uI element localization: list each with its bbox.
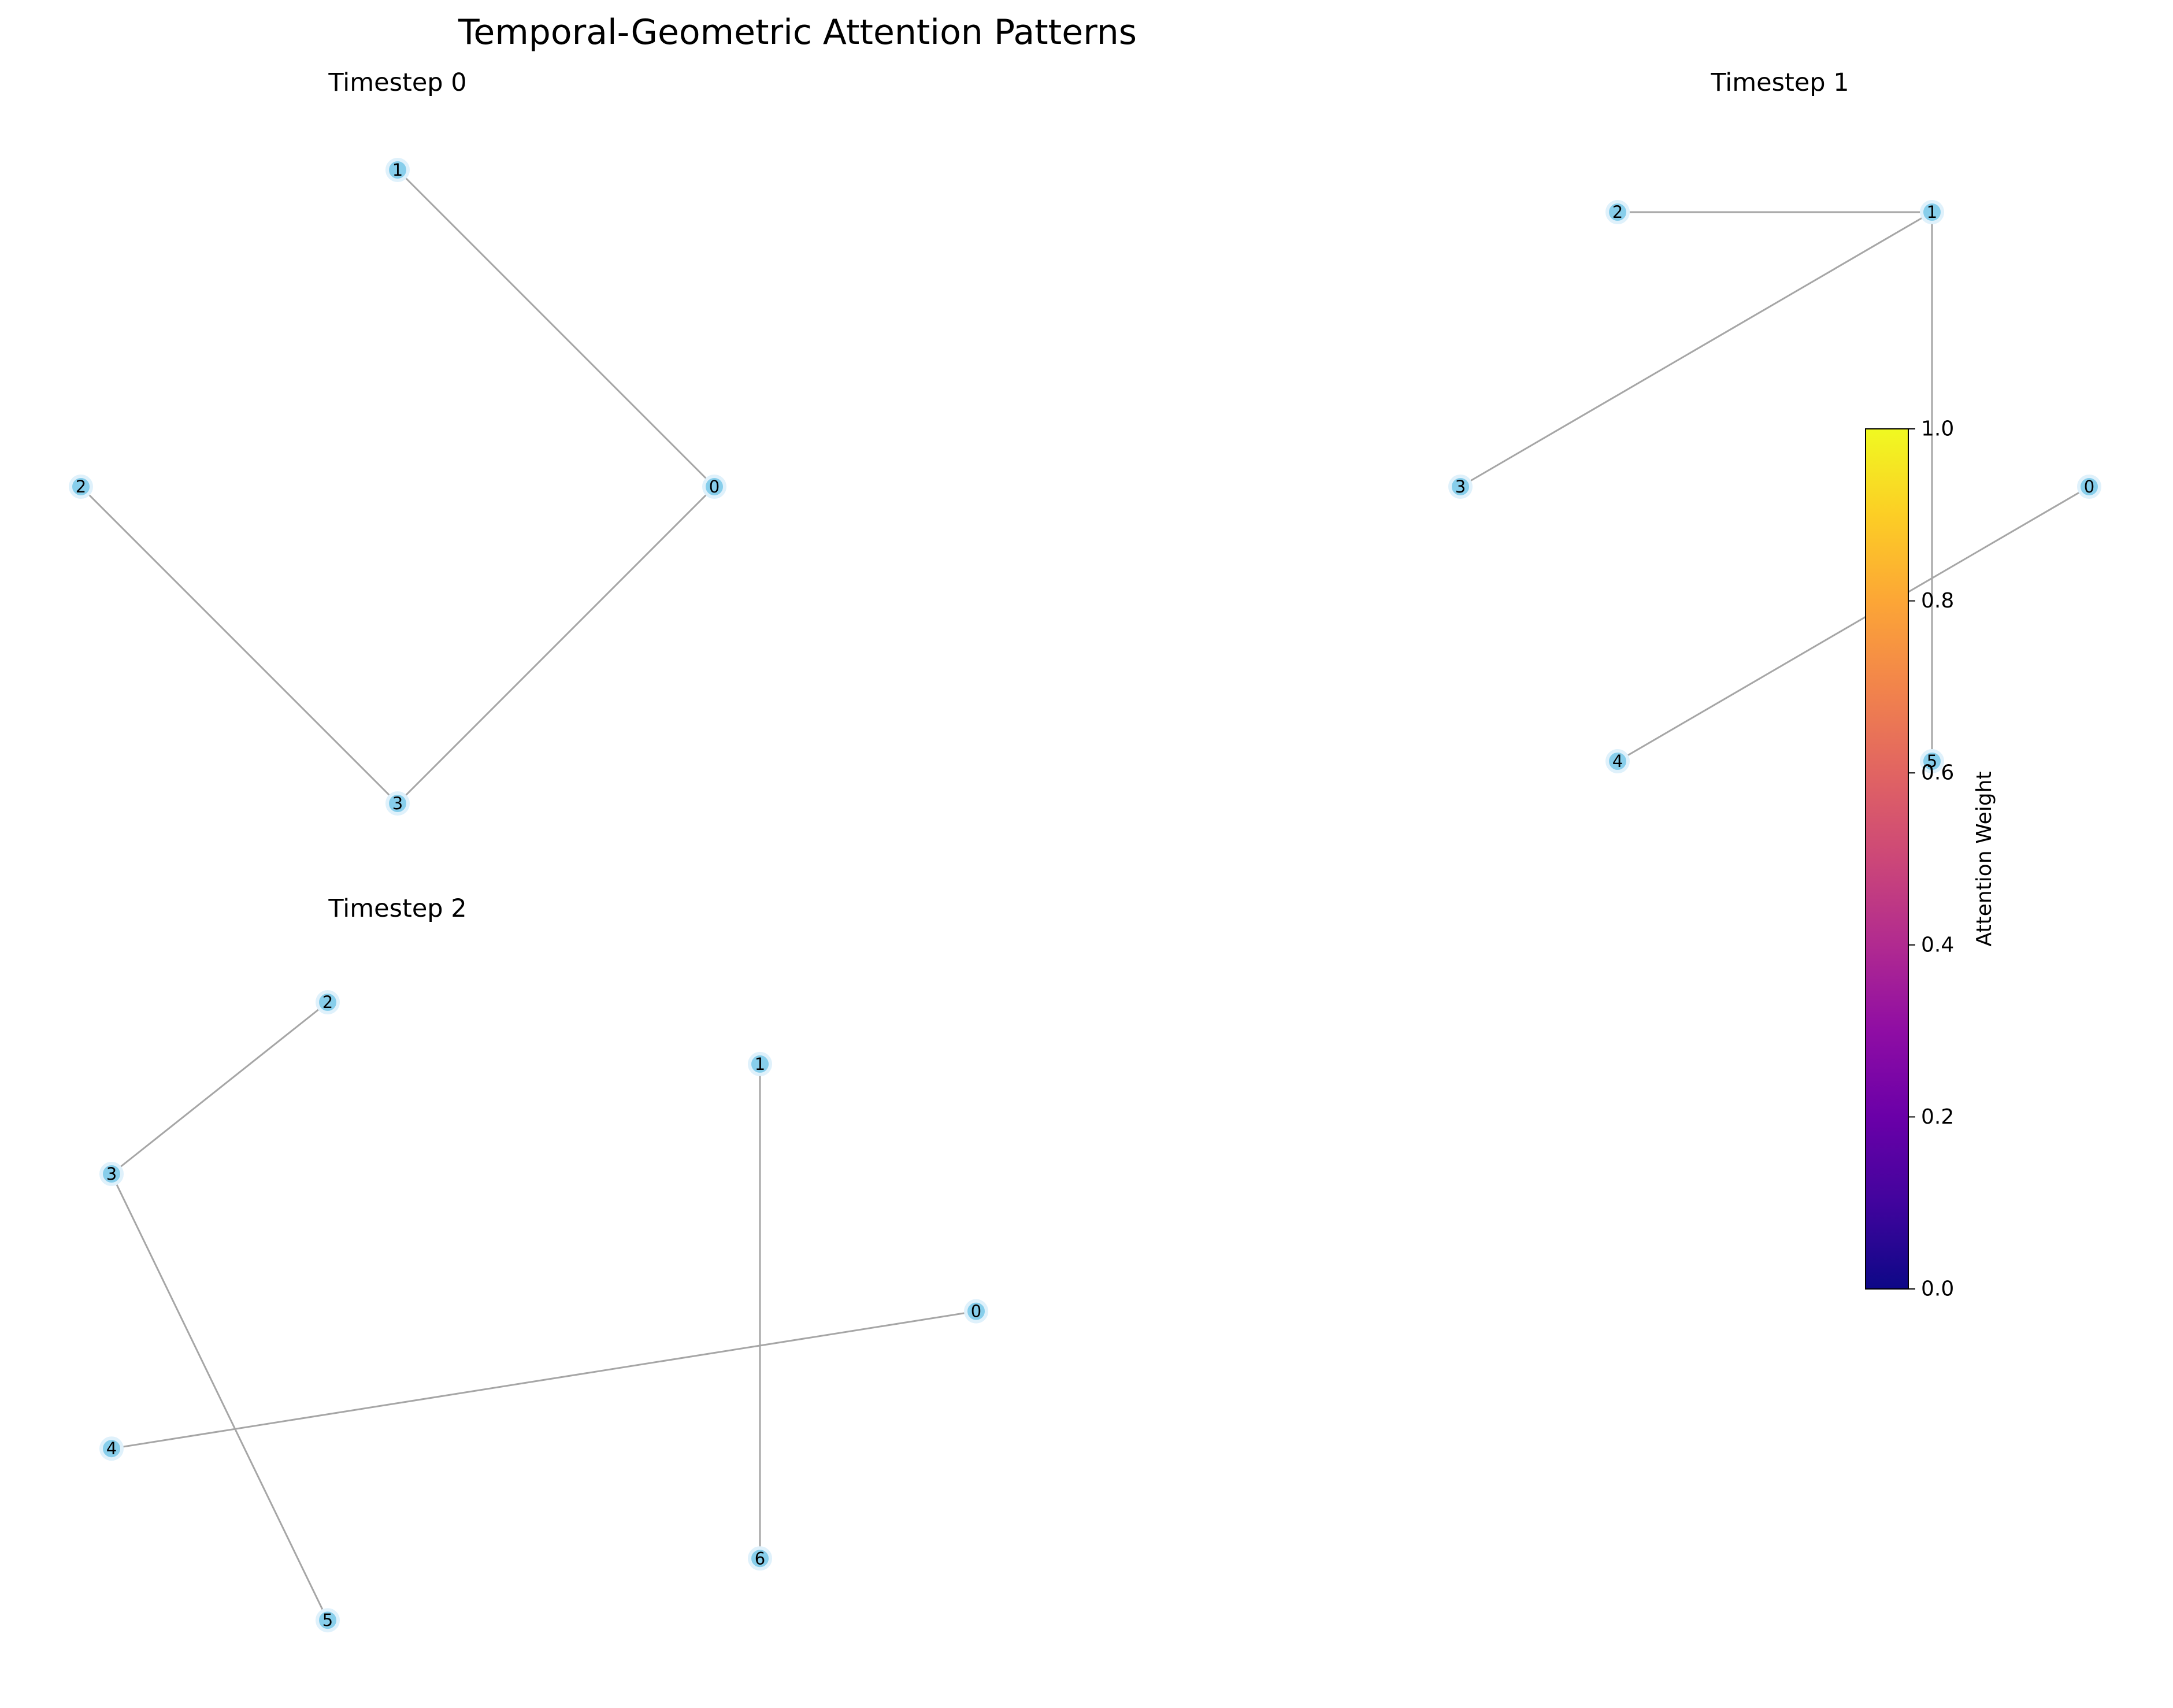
graph-node (964, 1299, 988, 1324)
node-label: 0 (709, 477, 720, 497)
graph-node (385, 158, 410, 182)
colorbar-tick-label: 1.0 (1921, 417, 1954, 441)
edge-3-5 (110, 1173, 329, 1621)
node-label: 1 (755, 1054, 765, 1074)
graph-node (316, 1608, 340, 1633)
edge-1-3 (1460, 211, 1933, 488)
edge-1-0 (396, 169, 715, 488)
graph-node (316, 990, 340, 1014)
panel-timestep-1: Timestep 1 0 1 2 3 4 5 (1448, 68, 2101, 773)
graph-node (748, 1546, 772, 1571)
node-label: 3 (106, 1164, 117, 1184)
node-label: 4 (1612, 751, 1623, 771)
graph-node (1448, 475, 1473, 499)
node-label: 6 (755, 1548, 765, 1568)
edge-2-3 (111, 1001, 328, 1175)
figure-title: Temporal-Geometric Attention Patterns (458, 12, 1137, 53)
node-label: 3 (392, 794, 403, 813)
panel-timestep-2: Timestep 2 0 1 2 3 4 5 6 (99, 894, 988, 1633)
colorbar-tick-label: 0.0 (1921, 1277, 1954, 1301)
graph-node (99, 1162, 124, 1186)
node-label: 3 (1455, 477, 1466, 497)
graph-node (702, 475, 726, 499)
node-label: 2 (1612, 202, 1623, 222)
colorbar-tick-label: 0.6 (1921, 761, 1954, 785)
colorbar-label: Attention Weight (1972, 771, 1996, 946)
graph-node (69, 475, 93, 499)
panel-timestep-0: Timestep 0 0 1 2 3 (69, 68, 726, 816)
colorbar-gradient (1865, 428, 1909, 1290)
colorbar: 0.0 0.2 0.4 0.6 0.8 1.0 Attention Weight (1865, 417, 1996, 1301)
colorbar-tick-label: 0.2 (1921, 1105, 1954, 1129)
graph-node (1605, 749, 1630, 773)
node-label: 1 (1927, 202, 1937, 222)
graph-node (1920, 200, 1944, 224)
edge-0-3 (396, 486, 715, 805)
graph-node (748, 1051, 772, 1076)
node-label: 5 (322, 1610, 333, 1630)
panel-title: Timestep 0 (328, 68, 466, 97)
node-label: 0 (971, 1302, 981, 1321)
graph-node (99, 1436, 124, 1461)
edge-0-4 (1617, 486, 2090, 762)
edge-2-3 (80, 486, 399, 805)
graph-node (2077, 475, 2101, 499)
node-label: 5 (1927, 751, 1937, 771)
panel-title: Timestep 2 (328, 894, 466, 923)
colorbar-tick-label: 0.8 (1921, 589, 1954, 613)
node-label: 2 (76, 477, 86, 497)
graph-node (1605, 200, 1630, 224)
node-label: 4 (106, 1439, 117, 1458)
edge-4-0 (111, 1310, 977, 1450)
panel-title: Timestep 1 (1710, 68, 1849, 97)
node-label: 1 (392, 160, 403, 180)
graph-node (385, 791, 410, 816)
graph-node (1920, 749, 1944, 773)
node-label: 2 (322, 992, 333, 1012)
colorbar-tick-label: 0.4 (1921, 933, 1954, 957)
node-label: 0 (2084, 477, 2094, 497)
